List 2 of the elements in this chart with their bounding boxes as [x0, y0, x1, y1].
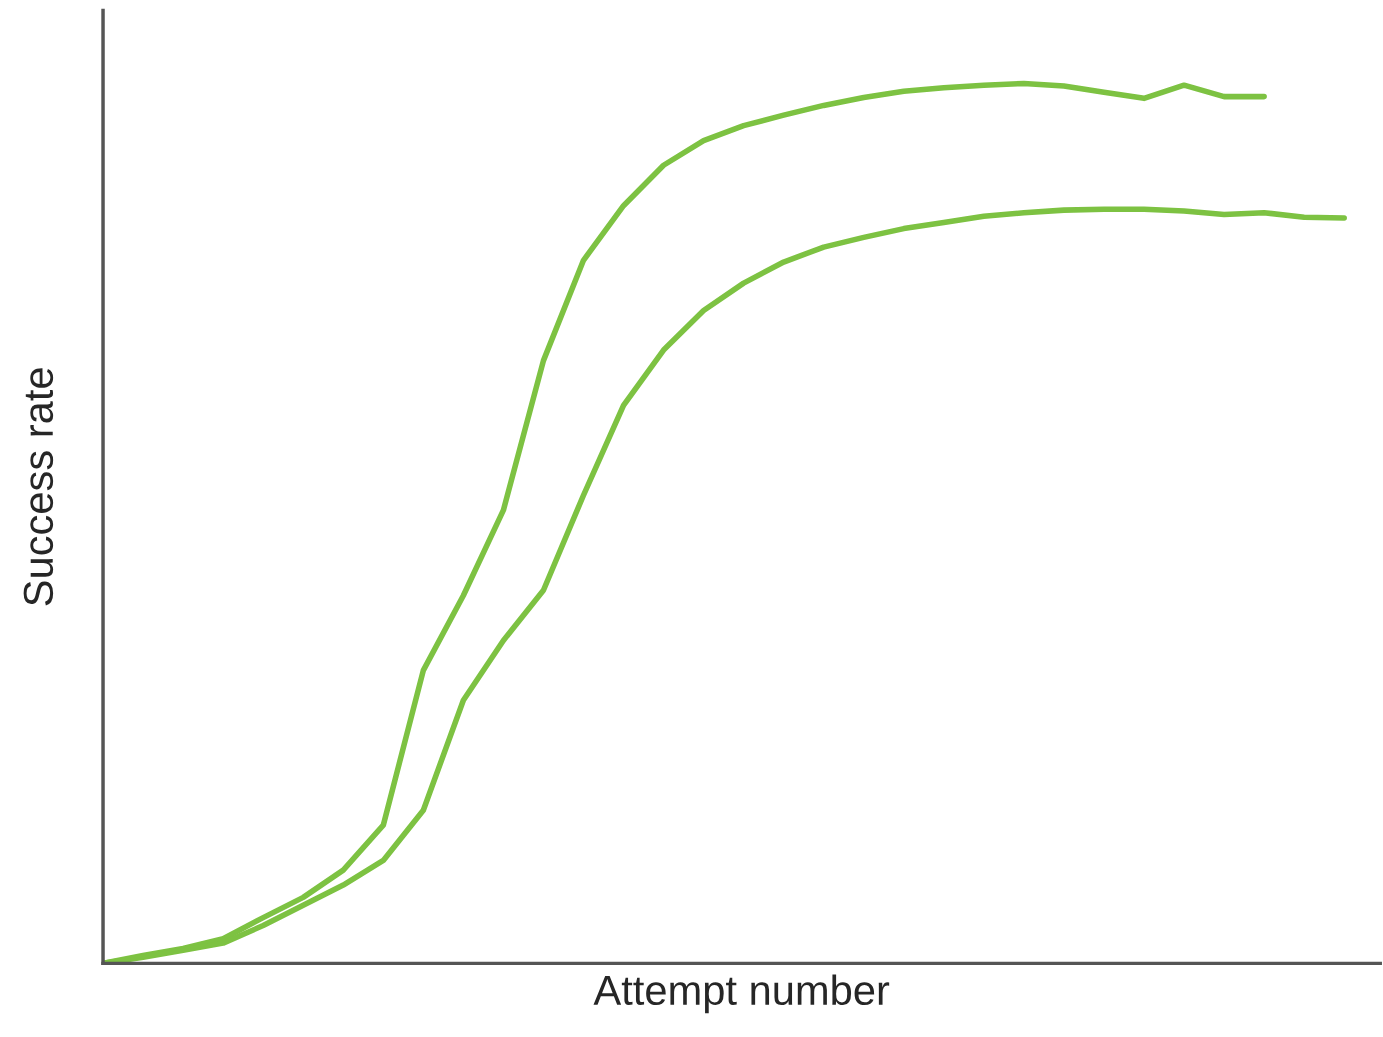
x-axis-title: Attempt number [593, 974, 890, 1014]
y-axis-title: Success rate [23, 368, 54, 606]
